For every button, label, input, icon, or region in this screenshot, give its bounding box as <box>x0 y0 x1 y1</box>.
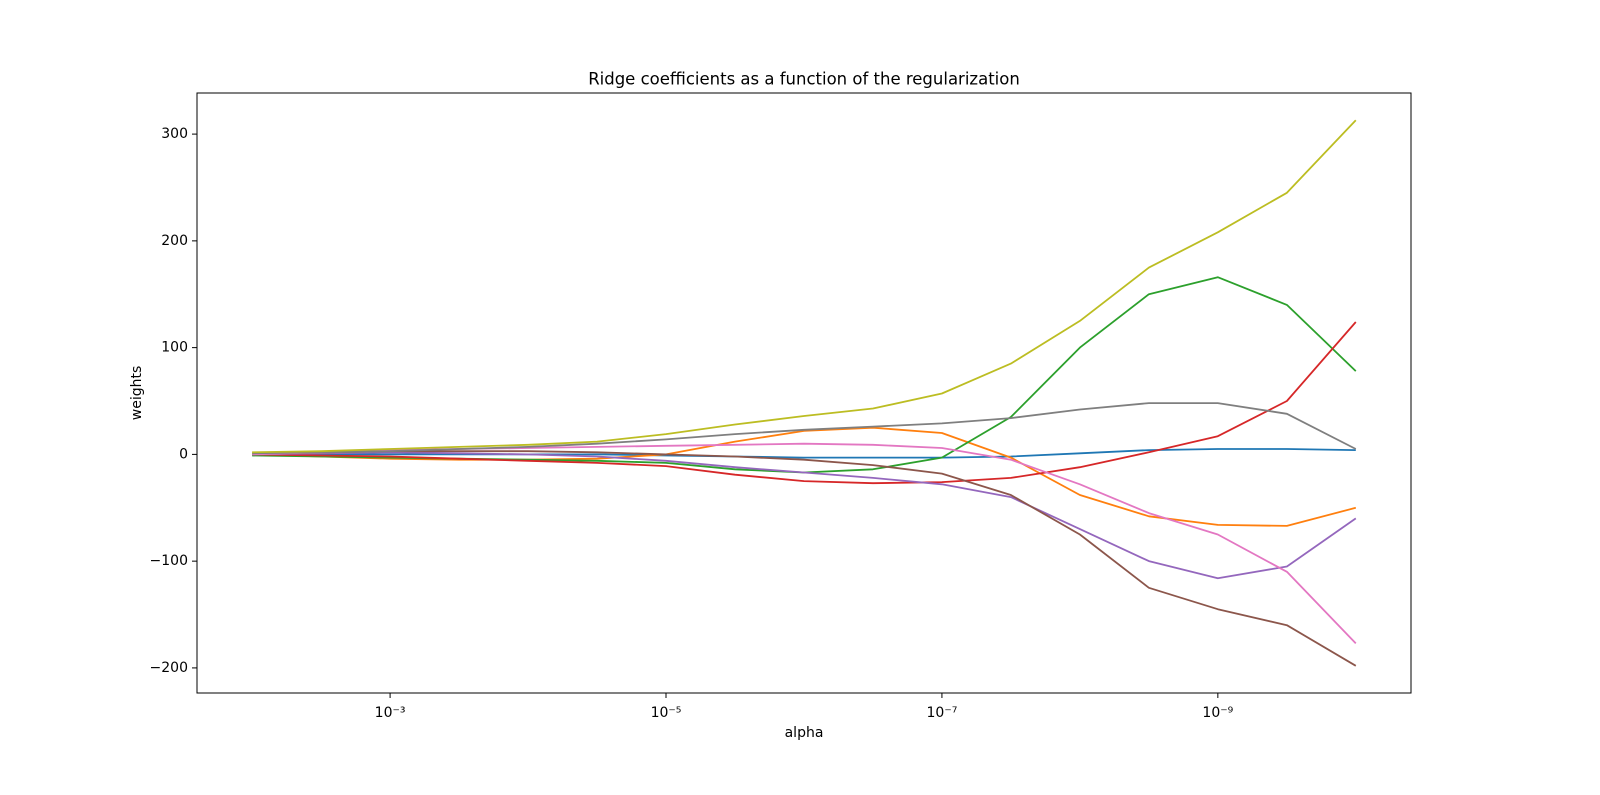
x-tick-label: 10⁻⁹ <box>1202 705 1233 721</box>
line-series <box>252 402 1357 455</box>
y-tick-label: −100 <box>150 553 188 569</box>
x-tick-label: 10⁻⁷ <box>927 705 958 721</box>
y-tick-label: 200 <box>161 233 188 249</box>
x-tick-label: 10⁻⁵ <box>651 705 682 721</box>
line-series <box>252 442 1357 645</box>
chart-title: Ridge coefficients as a function of the … <box>588 70 1020 89</box>
line-series <box>252 321 1357 485</box>
line-series <box>252 450 1357 667</box>
y-tick-label: 300 <box>161 126 188 142</box>
y-tick-label: 100 <box>161 340 188 356</box>
line-series <box>252 119 1357 454</box>
y-tick-label: −200 <box>150 660 188 676</box>
line-series <box>252 448 1356 459</box>
y-tick-label: 0 <box>179 446 188 462</box>
x-tick-label: 10⁻³ <box>375 705 406 721</box>
plot-frame <box>196 92 1412 694</box>
y-axis-label: weights <box>129 366 145 421</box>
x-axis-label: alpha <box>785 725 824 741</box>
line-series <box>252 451 1357 580</box>
line-series <box>252 426 1357 527</box>
